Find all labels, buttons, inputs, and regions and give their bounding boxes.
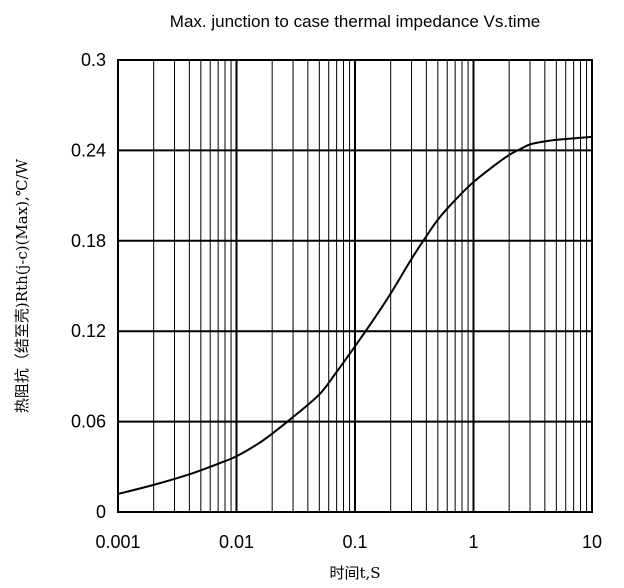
y-tick-label: 0 xyxy=(96,502,106,522)
series-layer xyxy=(117,135,593,495)
x-tick-label: 10 xyxy=(582,532,602,552)
tick-labels: 0 0.06 0.12 0.18 0.24 0.3 0.001 0.01 0.1 1 10 xyxy=(71,50,602,552)
x-tick-label: 0.1 xyxy=(342,532,367,552)
y-tick-label: 0.3 xyxy=(81,50,106,70)
y-axis-label: 热阻抗（结至壳)Rth(j-c)(Max),℃/W xyxy=(13,158,31,413)
y-tick-label: 0.18 xyxy=(71,231,106,251)
x-tick-label: 0.001 xyxy=(95,532,140,552)
y-tick-label: 0.06 xyxy=(71,412,106,432)
x-axis-label: 时间t,S xyxy=(329,564,380,582)
y-tick-label: 0.12 xyxy=(71,321,106,341)
x-tick-label: 1 xyxy=(468,532,478,552)
plot-area-frame xyxy=(117,59,593,513)
chart-title: Max. junction to case thermal impedance … xyxy=(170,12,540,31)
x-tick-label: 0.01 xyxy=(219,532,254,552)
thermal-impedance-curve xyxy=(117,135,593,495)
y-tick-label: 0.24 xyxy=(71,140,106,160)
